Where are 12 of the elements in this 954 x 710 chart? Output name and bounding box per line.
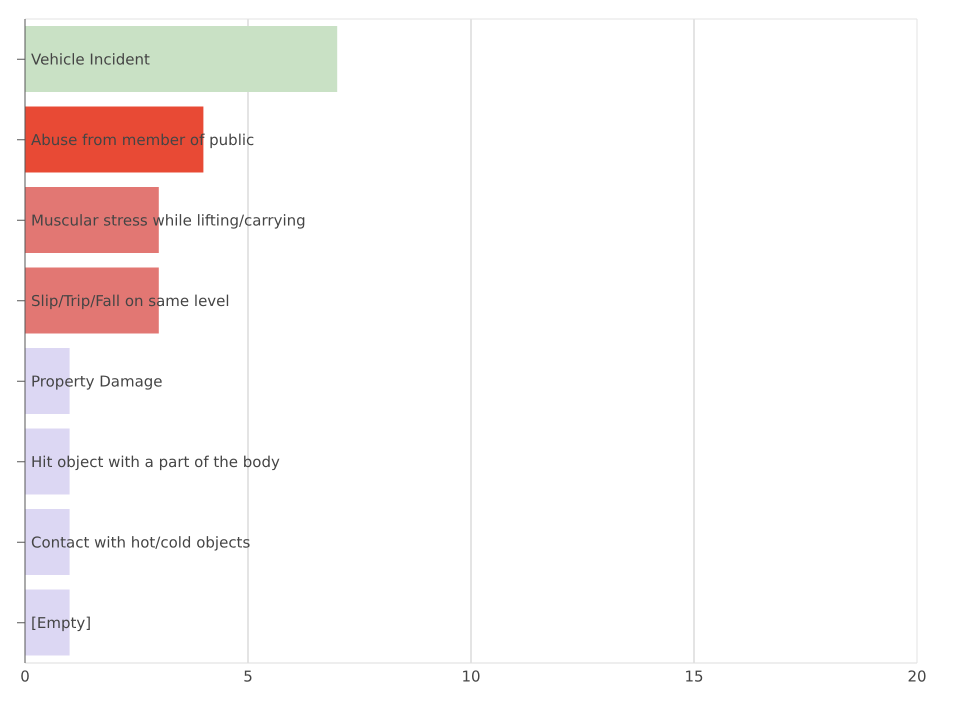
x-tick-label: 0	[20, 668, 30, 686]
y-tick-label: Contact with hot/cold objects	[31, 533, 250, 552]
bar	[25, 106, 204, 172]
x-tick-label: 15	[684, 668, 704, 686]
y-tick-label: Vehicle Incident	[31, 50, 150, 68]
y-tick-label: Property Damage	[31, 372, 163, 390]
x-tick-label: 5	[243, 668, 253, 686]
x-tick-label: 10	[461, 668, 481, 686]
y-tick-label: Hit object with a part of the body	[31, 452, 280, 471]
x-tick-label: 20	[907, 668, 927, 686]
y-tick-label: [Empty]	[31, 614, 92, 632]
bar	[25, 26, 338, 92]
